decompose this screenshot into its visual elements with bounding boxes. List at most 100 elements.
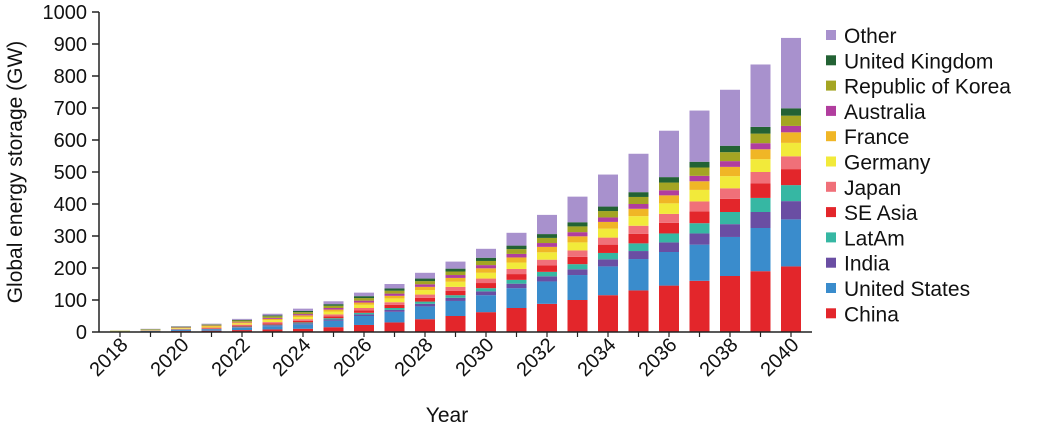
bar-segment-republic-of-korea-2035 (628, 196, 649, 204)
bar-segment-france-2024 (293, 315, 313, 317)
bar-segment-united-kingdom-2035 (628, 192, 649, 197)
bar-segment-germany-2022 (232, 323, 252, 325)
bar-segment-se-asia-2028 (415, 297, 435, 302)
bar-segment-united-states-2022 (232, 327, 252, 331)
bar-segment-india-2025 (323, 319, 344, 321)
legend-label-china: China (844, 303, 899, 326)
bar-segment-japan-2023 (262, 322, 283, 324)
x-tick-label: 2032 (513, 334, 560, 381)
x-tick-label: 2024 (269, 334, 316, 381)
bar-segment-united-kingdom-2032 (537, 234, 557, 238)
bar-segment-se-asia-2021 (201, 328, 222, 329)
bar-segment-australia-2040 (781, 125, 801, 133)
bar-segment-se-asia-2032 (537, 265, 557, 272)
legend-swatch-republic-of-korea (826, 80, 836, 91)
bar-segment-india-2036 (659, 242, 679, 252)
bar-segment-australia-2032 (537, 243, 557, 247)
bar-segment-germany-2021 (201, 326, 222, 328)
legend-swatch-latam (826, 232, 836, 243)
bar-segment-germany-2031 (506, 262, 527, 269)
bar-segment-latam-2034 (598, 252, 618, 260)
bar-segment-india-2033 (567, 269, 588, 276)
x-tick-label: 2022 (208, 334, 255, 381)
bar-segment-japan-2031 (506, 268, 527, 275)
bar-segment-united-states-2032 (537, 281, 557, 304)
bar-segment-china-2028 (415, 319, 435, 332)
bar-segment-australia-2030 (476, 265, 496, 269)
bar-segment-united-kingdom-2027 (384, 288, 405, 291)
bar-segment-se-asia-2039 (750, 183, 771, 198)
bar-segment-japan-2030 (476, 278, 496, 284)
bar-segment-france-2032 (537, 246, 557, 253)
bar-segment-india-2034 (598, 259, 618, 267)
bar-segment-republic-of-korea-2028 (415, 281, 435, 285)
bar-segment-latam-2026 (354, 312, 374, 315)
bar-segment-united-states-2028 (415, 306, 435, 320)
x-tick-label: 2020 (147, 334, 194, 381)
bar-segment-republic-of-korea-2020 (171, 326, 191, 328)
legend-label-united-states: United States (844, 278, 970, 301)
bar-segment-japan-2027 (384, 302, 405, 305)
bar-segment-united-kingdom-2036 (659, 177, 679, 183)
bar-segment-latam-2022 (232, 326, 252, 328)
bar-segment-other-2027 (384, 284, 405, 289)
bar-segment-france-2035 (628, 208, 649, 217)
bar-segment-united-states-2036 (659, 252, 679, 286)
bar-segment-united-states-2026 (354, 316, 374, 325)
bar-segment-other-2022 (232, 318, 252, 320)
bar-segment-republic-of-korea-2040 (781, 115, 801, 126)
bar-segment-se-asia-2034 (598, 244, 618, 253)
bar-segment-china-2024 (293, 328, 313, 332)
bar-segment-australia-2024 (293, 314, 313, 316)
bar-segment-se-asia-2036 (659, 222, 679, 234)
bar-segment-other-2032 (537, 214, 557, 235)
bar-segment-japan-2024 (293, 319, 313, 321)
bar-segment-united-states-2021 (201, 329, 222, 331)
bar-segment-france-2040 (781, 132, 801, 143)
bar-segment-india-2023 (262, 325, 283, 327)
y-tick-label: 600 (54, 130, 87, 152)
bar-segment-japan-2037 (689, 201, 710, 212)
bar-segment-france-2025 (323, 309, 344, 312)
bar-segment-se-asia-2024 (293, 320, 313, 323)
bar-segment-other-2037 (689, 110, 710, 162)
bar-segment-republic-of-korea-2032 (537, 237, 557, 244)
bar-segment-india-2032 (537, 276, 557, 282)
bar-segment-japan-2025 (323, 314, 344, 317)
bar-segment-se-asia-2027 (384, 304, 405, 308)
bar-segment-japan-2022 (232, 324, 252, 326)
bar-segment-united-states-2029 (445, 300, 466, 316)
bar-segment-united-states-2030 (476, 295, 496, 313)
bar-segment-united-kingdom-2038 (720, 145, 740, 153)
x-tick-label: 2040 (757, 334, 804, 381)
x-ticks-group: 2018 2020 2022 2024 2026 2028 2030 2032 2034 2036… (86, 332, 804, 381)
x-tick-label: 2026 (330, 334, 377, 381)
bar-segment-germany-2025 (323, 311, 344, 315)
bar-segment-united-kingdom-2025 (323, 304, 344, 306)
bar-segment-india-2027 (384, 309, 405, 312)
bar-segment-china-2022 (232, 330, 252, 332)
bar-segment-other-2021 (201, 323, 222, 325)
bar-segment-latam-2025 (323, 318, 344, 320)
bar-segment-france-2023 (262, 318, 283, 321)
legend-label-latam: LatAm (844, 227, 905, 250)
bar-segment-india-2039 (750, 212, 771, 228)
bar-segment-japan-2032 (537, 259, 557, 266)
legend-label-other: Other (844, 25, 897, 48)
bar-segment-china-2031 (506, 308, 527, 332)
bar-segment-germany-2027 (384, 298, 405, 303)
bar-segment-latam-2040 (781, 185, 801, 202)
bar-segment-china-2027 (384, 322, 405, 332)
x-tick-label: 2034 (574, 334, 621, 381)
bar-segment-france-2031 (506, 257, 527, 263)
y-tick-label: 100 (54, 290, 87, 312)
bar-segment-india-2022 (232, 327, 252, 328)
bar-segment-japan-2021 (201, 327, 222, 329)
bar-segment-latam-2035 (628, 243, 649, 252)
bar-segment-other-2023 (262, 313, 283, 316)
bar-segment-germany-2034 (598, 228, 618, 238)
bar-segment-china-2033 (567, 300, 588, 332)
bar-segment-united-states-2037 (689, 244, 710, 281)
bar-segment-se-asia-2023 (262, 323, 283, 325)
bar-segment-australia-2034 (598, 217, 618, 222)
